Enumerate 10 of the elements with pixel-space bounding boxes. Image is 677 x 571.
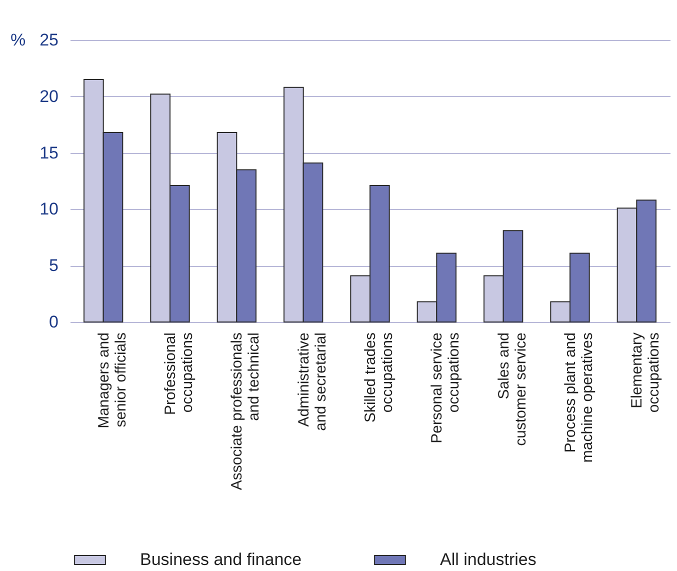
- y-tick-label: 10: [40, 200, 58, 219]
- y-tick-label: 15: [40, 143, 58, 162]
- y-tick-label: 20: [40, 86, 58, 106]
- y-axis-title: %: [10, 30, 26, 50]
- x-tick-label: Managers and senior officials: [95, 332, 130, 428]
- legend-label: All industries: [440, 550, 536, 569]
- y-tick-label: 5: [49, 256, 58, 276]
- legend-label: Business and finance: [140, 550, 302, 569]
- y-tick-label: 25: [40, 30, 58, 50]
- y-tick-label: 0: [49, 312, 58, 332]
